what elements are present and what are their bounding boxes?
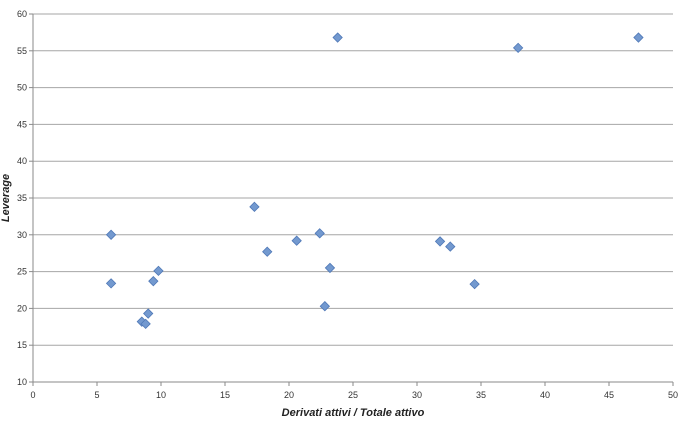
data-point-17 — [469, 278, 480, 290]
data-point-14 — [332, 32, 343, 43]
ytick-label-35: 35 — [17, 193, 27, 203]
xtick-label-35: 35 — [476, 390, 486, 400]
data-point-16 — [445, 241, 456, 252]
data-point-8 — [249, 201, 260, 212]
xtick-label-45: 45 — [604, 390, 614, 400]
data-point-6 — [148, 276, 159, 287]
xtick-label-40: 40 — [540, 390, 550, 400]
y-axis-title: Leverage — [0, 174, 12, 222]
data-point-19 — [633, 32, 644, 43]
xtick-label-20: 20 — [284, 390, 294, 400]
y-tick-labels: 10 15 20 25 30 35 40 45 50 55 60 — [17, 9, 27, 387]
ytick-label-60: 60 — [17, 9, 27, 19]
xtick-label-50: 50 — [668, 390, 678, 400]
x-tick-labels: 0 5 10 15 20 25 30 35 40 45 50 — [30, 390, 678, 400]
data-point-7 — [153, 265, 164, 277]
ytick-label-50: 50 — [17, 83, 27, 93]
data-point-2 — [105, 278, 117, 289]
data-point-10 — [291, 235, 302, 246]
data-point-11 — [314, 228, 325, 239]
data-point-15 — [434, 236, 446, 247]
data-point-13 — [324, 262, 336, 274]
xtick-label-25: 25 — [348, 390, 358, 400]
ytick-label-40: 40 — [17, 156, 27, 166]
xtick-label-0: 0 — [30, 390, 35, 400]
xtick-label-5: 5 — [94, 390, 99, 400]
data-point-18 — [512, 42, 524, 54]
ytick-label-15: 15 — [17, 340, 27, 350]
data-point-12 — [319, 301, 331, 312]
xtick-label-10: 10 — [156, 390, 166, 400]
ytick-label-45: 45 — [17, 119, 27, 129]
ytick-label-10: 10 — [17, 377, 27, 387]
data-point-9 — [262, 246, 273, 257]
gridlines — [33, 13, 673, 346]
ytick-label-20: 20 — [17, 303, 27, 313]
data-point-5 — [143, 308, 154, 319]
ytick-label-55: 55 — [17, 46, 27, 56]
x-axis-title: Derivati attivi / Totale attivo — [282, 407, 425, 419]
xtick-label-30: 30 — [412, 390, 422, 400]
axes — [29, 13, 674, 386]
ytick-label-25: 25 — [17, 267, 27, 277]
data-points — [105, 32, 644, 330]
xtick-label-15: 15 — [220, 390, 230, 400]
data-point-4 — [140, 318, 151, 330]
data-point-1 — [105, 229, 117, 240]
ytick-label-30: 30 — [17, 230, 27, 240]
